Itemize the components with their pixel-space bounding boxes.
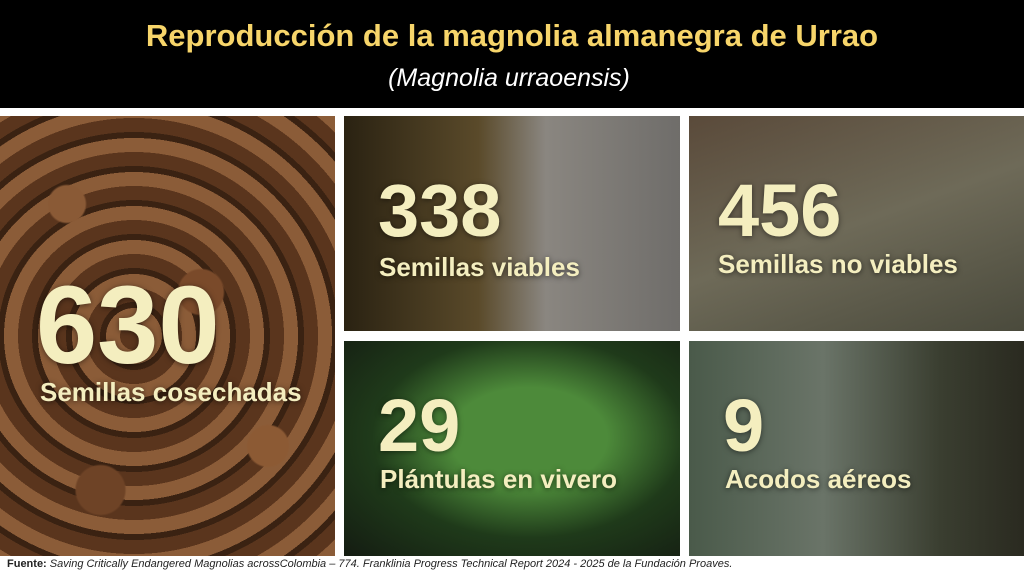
stat-label: Semillas no viables [718, 249, 958, 279]
stat-label: Semillas cosechadas [40, 377, 302, 407]
stat-value: 9 [723, 384, 765, 467]
stat-label: Plántulas en vivero [380, 464, 617, 494]
source-prefix: Fuente: [7, 558, 47, 570]
header: Reproducción de la magnolia almanegra de… [0, 0, 1024, 108]
stat-value: 338 [378, 169, 502, 252]
stat-panel-viable-seeds: 338 Semillas viables [344, 116, 680, 331]
stat-panel-nonviable-seeds: 456 Semillas no viables [689, 116, 1024, 331]
stat-panel-air-layers: 9 Acodos aéreos [689, 341, 1024, 556]
stat-label: Semillas viables [379, 252, 580, 282]
stat-panel-seedlings: 29 Plántulas en vivero [344, 341, 680, 556]
stat-label: Acodos aéreos [725, 464, 912, 494]
stat-value: 29 [378, 384, 461, 467]
source-text: Saving Critically Endangered Magnolias a… [49, 558, 733, 570]
stat-panel-harvested-seeds: 630 Semillas cosechadas [0, 116, 335, 556]
stat-value: 630 [36, 264, 220, 387]
source-footer: Fuente: Saving Critically Endangered Mag… [7, 558, 732, 571]
page-subtitle: (Magnolia urraoensis) [388, 64, 630, 92]
stat-value: 456 [718, 169, 842, 252]
page-title: Reproducción de la magnolia almanegra de… [145, 18, 879, 53]
